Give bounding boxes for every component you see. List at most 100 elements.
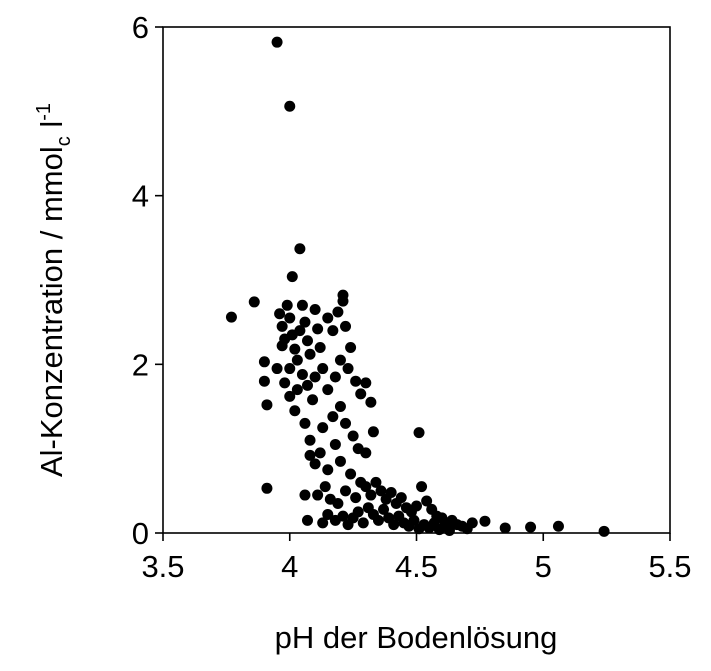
point xyxy=(291,354,303,366)
y-tick-label: 6 xyxy=(132,10,149,45)
point xyxy=(304,449,316,461)
y-label-sup: -1 xyxy=(33,103,55,121)
point xyxy=(499,522,511,534)
x-tick-label: 5 xyxy=(535,549,552,584)
point xyxy=(466,517,478,529)
point xyxy=(413,427,425,439)
point xyxy=(299,489,311,501)
point xyxy=(258,356,270,368)
point xyxy=(289,343,301,355)
point xyxy=(284,390,296,402)
point xyxy=(365,489,377,501)
point xyxy=(372,514,384,526)
point xyxy=(329,371,341,383)
point xyxy=(322,508,334,520)
point xyxy=(340,485,352,497)
point xyxy=(411,500,422,512)
y-label-sub: c xyxy=(53,136,75,146)
point xyxy=(261,399,273,411)
point xyxy=(309,304,321,316)
point xyxy=(299,316,311,328)
point xyxy=(347,430,359,442)
point xyxy=(301,514,313,526)
point xyxy=(274,308,286,320)
point xyxy=(332,306,344,318)
point xyxy=(286,271,298,283)
y-label-unit: l xyxy=(34,121,69,137)
point xyxy=(340,320,352,332)
point xyxy=(309,458,321,470)
point xyxy=(322,312,334,324)
point xyxy=(225,311,237,323)
point xyxy=(322,464,334,476)
point xyxy=(312,489,324,501)
point xyxy=(289,405,301,417)
point xyxy=(334,354,346,366)
point xyxy=(443,524,455,536)
point xyxy=(365,396,377,408)
point xyxy=(279,377,291,389)
point xyxy=(327,411,339,423)
point xyxy=(479,515,491,527)
point xyxy=(357,517,369,529)
y-label-main: Al-Konzentration / mmol xyxy=(34,146,69,477)
y-tick-label: 4 xyxy=(132,179,149,214)
point xyxy=(416,481,428,493)
point xyxy=(322,384,334,396)
x-tick-label: 3.5 xyxy=(141,549,184,584)
point xyxy=(327,325,339,337)
plot-frame xyxy=(162,26,671,534)
x-tick-label: 4 xyxy=(281,549,298,584)
point xyxy=(312,323,324,335)
y-tick-label: 0 xyxy=(132,516,149,551)
point xyxy=(350,375,362,387)
point xyxy=(271,363,283,375)
point xyxy=(385,487,397,499)
point xyxy=(345,468,357,480)
point xyxy=(350,492,362,504)
point xyxy=(334,455,346,467)
point xyxy=(296,368,308,380)
point xyxy=(284,312,296,324)
point xyxy=(317,422,329,434)
point xyxy=(395,492,407,504)
point xyxy=(276,320,288,332)
point xyxy=(258,375,270,387)
point xyxy=(329,514,341,526)
point xyxy=(261,482,273,494)
point xyxy=(388,519,400,531)
point xyxy=(360,447,372,459)
x-axis-label: pH der Bodenlösung xyxy=(275,620,558,655)
point xyxy=(525,521,537,533)
x-tick-label: 4.5 xyxy=(395,549,438,584)
point xyxy=(329,438,341,450)
point xyxy=(375,485,387,497)
y-axis-label: Al-Konzentration / mmolc l-1 xyxy=(33,103,75,477)
point xyxy=(304,434,316,446)
y-tick-label: 2 xyxy=(132,347,149,382)
point xyxy=(378,503,390,515)
point xyxy=(342,519,354,531)
point xyxy=(552,520,564,532)
point xyxy=(317,363,329,375)
point xyxy=(332,497,344,509)
point xyxy=(276,340,288,352)
point xyxy=(304,348,316,360)
point xyxy=(367,426,379,438)
point xyxy=(301,379,313,391)
point xyxy=(294,325,306,337)
point xyxy=(360,377,372,389)
point xyxy=(337,295,349,307)
point xyxy=(421,495,433,507)
point xyxy=(408,514,420,526)
point xyxy=(301,335,313,347)
point xyxy=(309,371,321,383)
point xyxy=(271,36,283,48)
point xyxy=(334,401,346,412)
point xyxy=(598,525,610,537)
point xyxy=(291,384,303,396)
point xyxy=(284,100,296,112)
point xyxy=(355,388,367,400)
point xyxy=(281,299,293,311)
